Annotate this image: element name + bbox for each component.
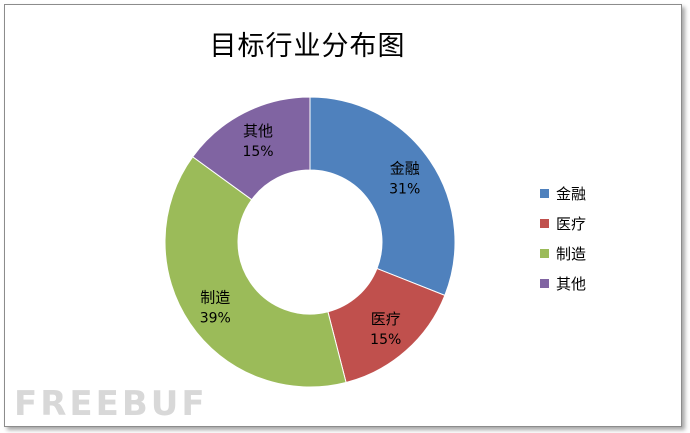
- legend-swatch-3: [540, 248, 549, 258]
- slice-label-1: 金融: [390, 160, 420, 178]
- chart-title: 目标行业分布图: [209, 31, 406, 62]
- slice-value-2: 15%: [370, 332, 401, 348]
- watermark: FREEBUF: [14, 384, 208, 424]
- legend-item-3: 制造: [540, 238, 586, 268]
- legend-label-2: 医疗: [556, 214, 587, 233]
- slice-4: [191, 96, 311, 201]
- slice-1: [309, 96, 456, 297]
- legend-label-1: 金融: [556, 184, 587, 203]
- legend-swatch-1: [540, 188, 549, 198]
- legend-swatch-4: [540, 278, 549, 288]
- legend-swatch-2: [540, 218, 549, 228]
- slice-3: [164, 156, 347, 388]
- legend-item-2: 医疗: [540, 208, 586, 238]
- slice-label-4: 其他: [243, 122, 273, 140]
- slice-value-3: 39%: [200, 310, 231, 326]
- legend-label-4: 其他: [556, 274, 587, 293]
- slice-label-2: 医疗: [371, 310, 401, 328]
- slice-value-4: 15%: [242, 144, 273, 160]
- chart-legend: 金融 医疗 制造 其他: [540, 178, 586, 298]
- slice-value-1: 31%: [389, 182, 420, 198]
- legend-item-1: 金融: [540, 178, 586, 208]
- slice-label-3: 制造: [200, 288, 230, 306]
- legend-label-3: 制造: [556, 244, 587, 263]
- legend-item-4: 其他: [540, 268, 586, 298]
